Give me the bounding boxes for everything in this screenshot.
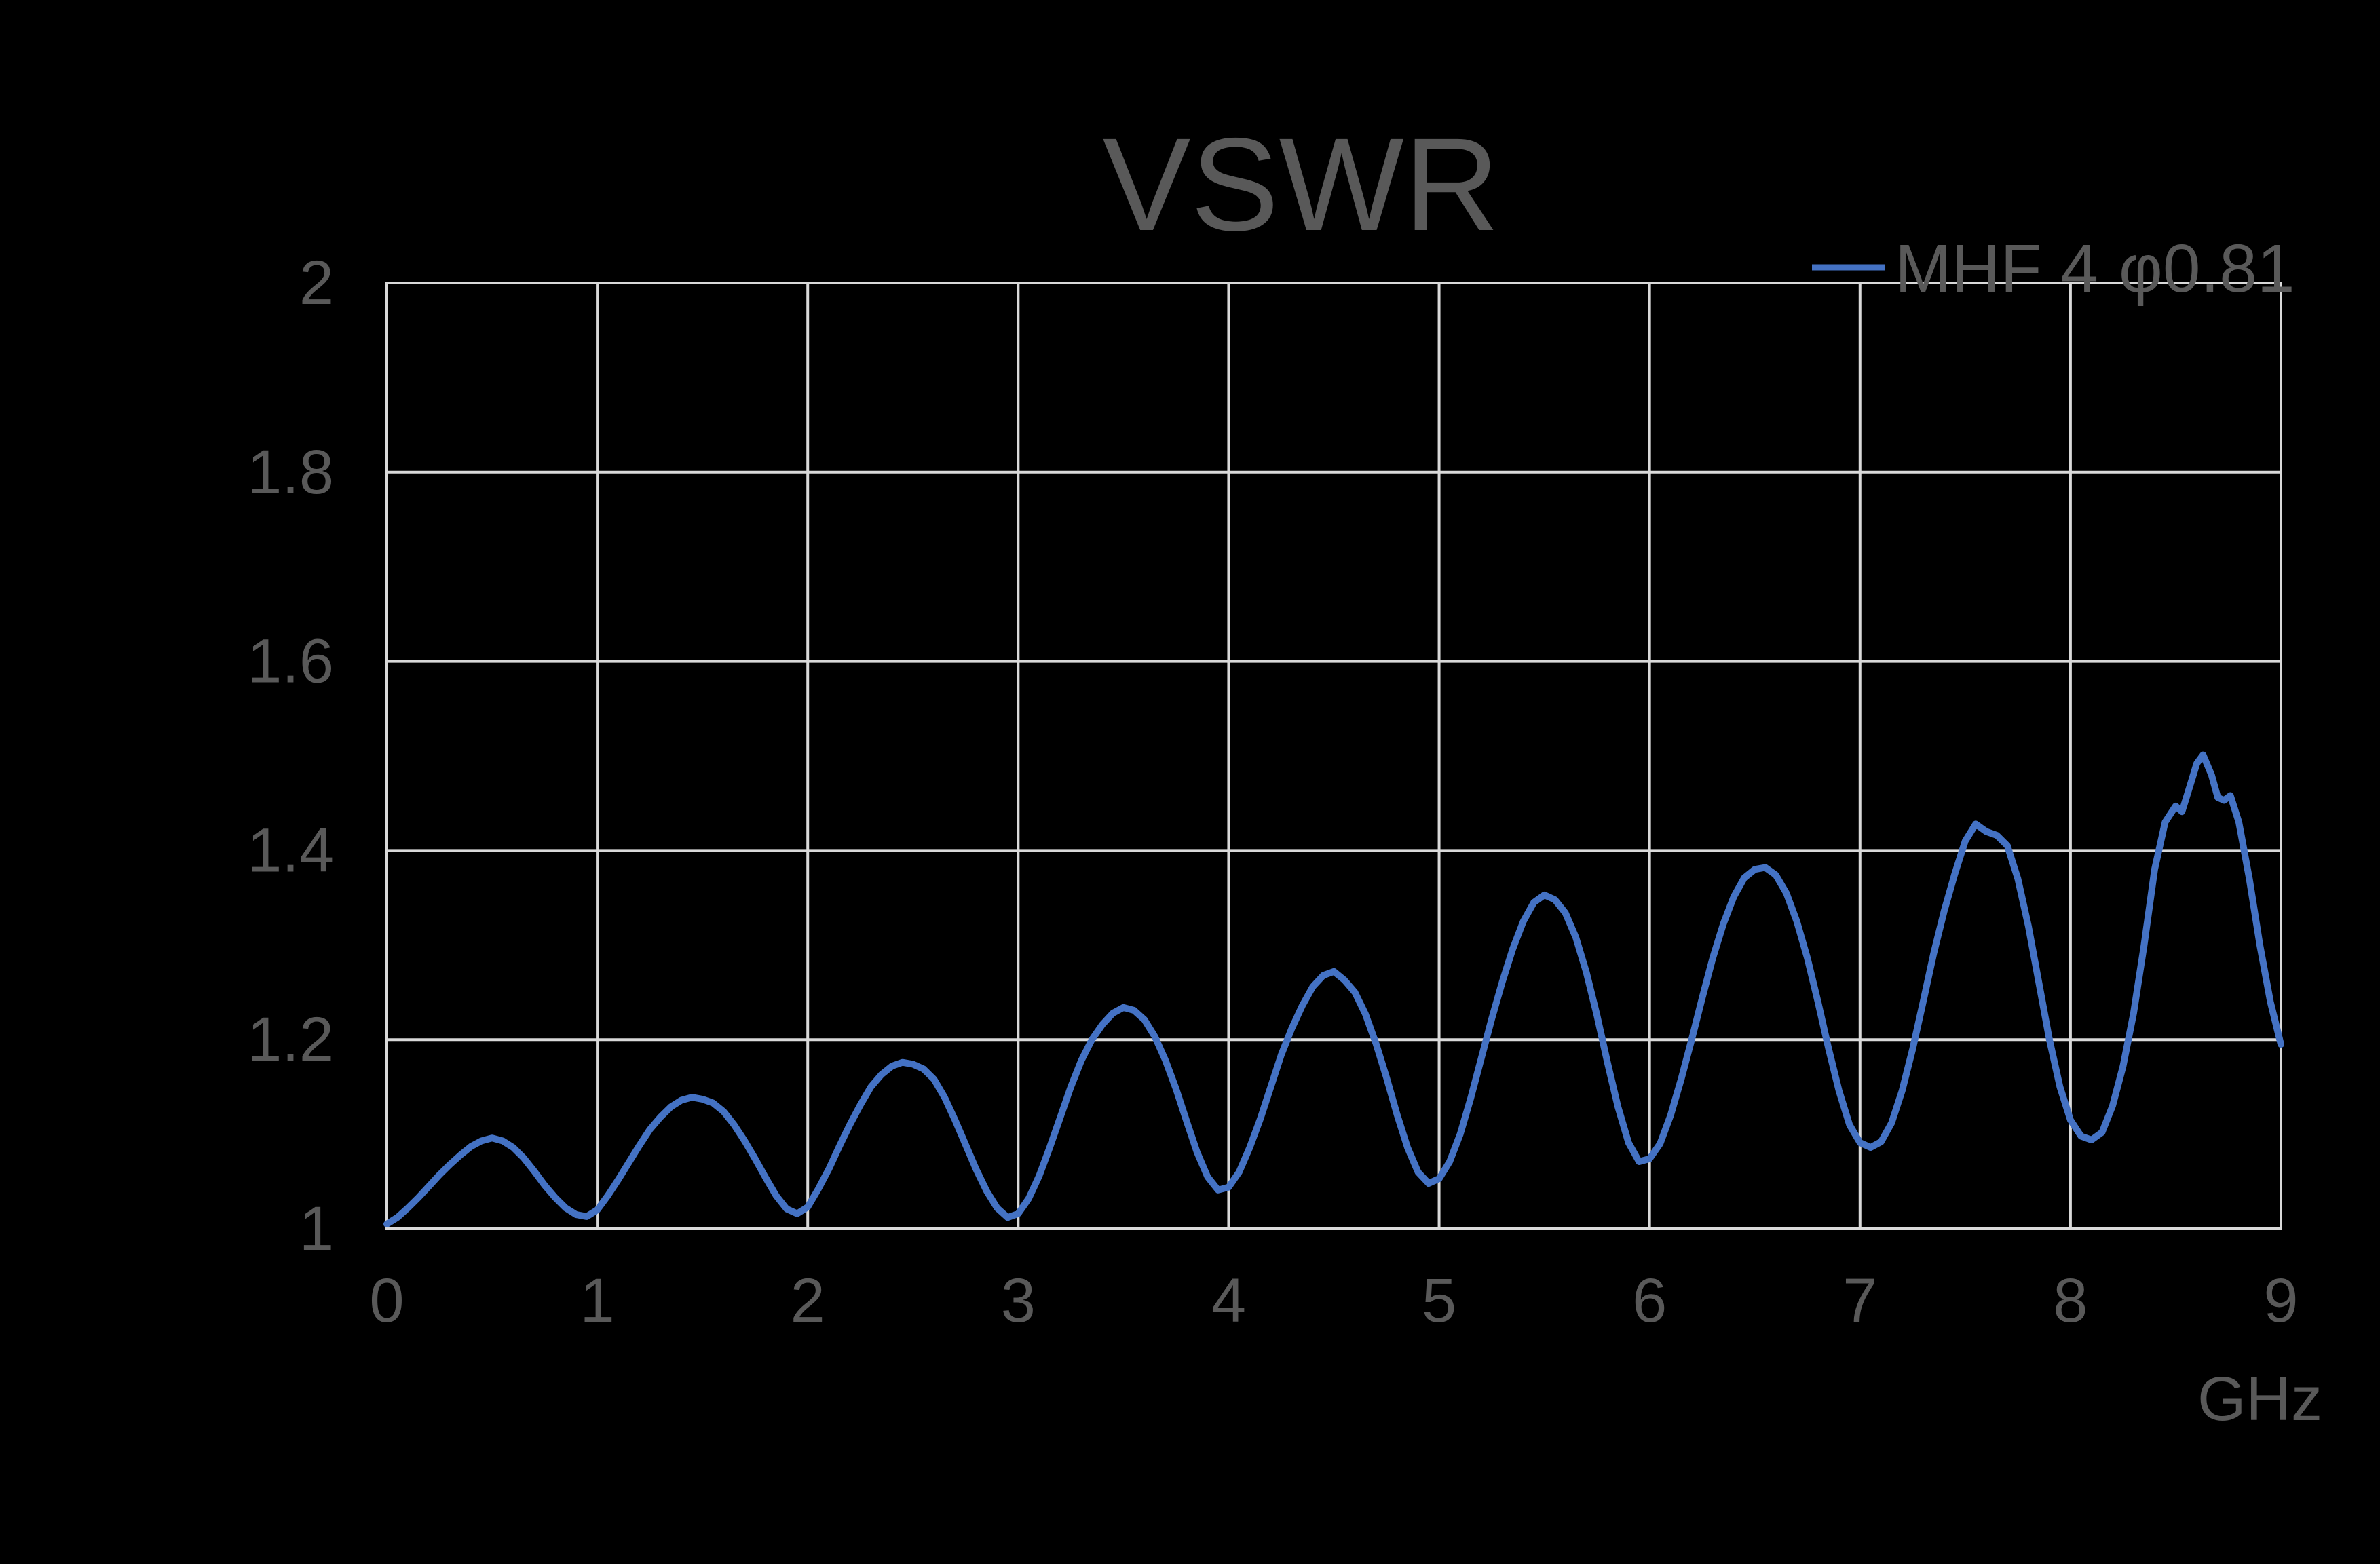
y-tick-label: 1.6 <box>247 627 334 696</box>
series-layer <box>383 751 2284 1227</box>
plot-border <box>385 282 2282 1230</box>
y-tick-label: 1 <box>299 1194 334 1263</box>
x-tick-label: 0 <box>369 1266 404 1335</box>
legend-series-label: MHF 4 <box>1895 231 2098 307</box>
x-axis-unit-label: GHz <box>2197 1365 2322 1434</box>
chart-title: VSWR <box>1103 111 1500 259</box>
grid-layer <box>385 282 2282 1230</box>
x-tick-label: 5 <box>1422 1266 1456 1335</box>
x-tick-label: 2 <box>791 1266 825 1335</box>
x-tick-label: 6 <box>1632 1266 1667 1335</box>
y-tick-label: 1.2 <box>247 1005 334 1074</box>
vswr-curve <box>383 751 2284 1227</box>
x-axis-tick-labels: 0 1 2 3 4 5 6 7 8 9 <box>369 1266 2298 1335</box>
y-tick-label: 1.4 <box>247 816 334 885</box>
x-tick-label: 7 <box>1843 1266 1877 1335</box>
legend-phase-label: φ0.81 <box>2119 231 2294 307</box>
y-tick-label: 1.8 <box>247 438 334 507</box>
y-tick-label: 2 <box>299 248 334 318</box>
x-tick-label: 9 <box>2263 1266 2298 1335</box>
legend: MHF 4 φ0.81 <box>1812 231 2294 307</box>
x-tick-label: 4 <box>1211 1266 1246 1335</box>
x-tick-label: 3 <box>1001 1266 1036 1335</box>
y-axis-tick-labels: 1 1.2 1.4 1.6 1.8 2 <box>247 248 334 1263</box>
x-tick-label: 1 <box>580 1266 615 1335</box>
x-tick-label: 8 <box>2053 1266 2088 1335</box>
